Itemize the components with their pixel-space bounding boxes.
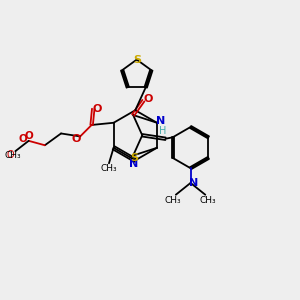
Text: O: O (143, 94, 152, 104)
Text: N: N (156, 116, 165, 126)
Text: CH₃: CH₃ (100, 164, 117, 173)
Text: O: O (72, 134, 81, 144)
Text: O: O (92, 104, 102, 114)
Text: N: N (190, 178, 199, 188)
Text: H: H (159, 126, 166, 136)
Text: CH₃: CH₃ (200, 196, 217, 205)
Text: CH₃: CH₃ (4, 151, 21, 160)
Text: O: O (19, 134, 28, 144)
Text: CH₃: CH₃ (165, 196, 181, 205)
Text: S: S (130, 154, 139, 164)
Text: O: O (6, 150, 14, 160)
Text: N: N (129, 159, 138, 169)
Text: S: S (133, 55, 141, 64)
Text: O: O (24, 130, 33, 140)
